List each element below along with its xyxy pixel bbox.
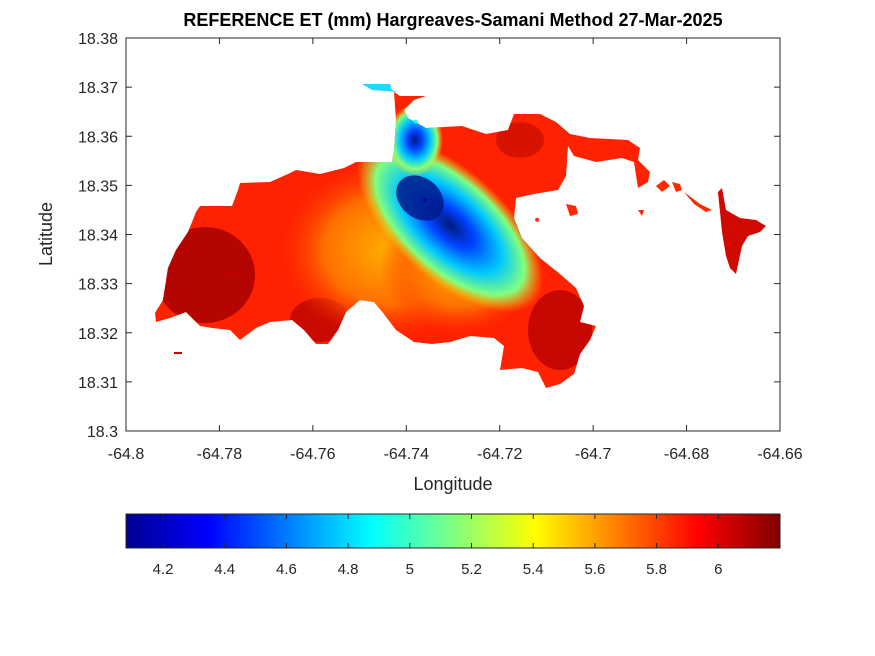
colorbar — [125, 513, 781, 549]
y-tick-label: 18.38 — [78, 31, 118, 48]
y-tick-label: 18.34 — [78, 228, 118, 245]
north-peninsula-land — [362, 84, 398, 92]
x-tick-label: -64.8 — [108, 446, 145, 463]
y-tick-label: 18.36 — [78, 129, 118, 146]
region-sample-point — [413, 119, 418, 124]
y-tick-label: 18.32 — [78, 326, 118, 343]
small-east-island — [566, 204, 578, 216]
minimum-core — [396, 175, 444, 221]
colorbar-tick-label: 5.2 — [461, 561, 482, 578]
colorbar-tick-label: 4.6 — [276, 561, 297, 578]
x-tick-label: -64.74 — [384, 446, 429, 463]
region-sample-point — [451, 330, 455, 335]
y-tick-label: 18.31 — [78, 375, 118, 392]
region-sample-point — [535, 217, 540, 222]
x-tick-label: -64.66 — [757, 446, 802, 463]
y-tick-label: 18.37 — [78, 80, 118, 97]
west-high-zone — [155, 227, 255, 323]
colorbar-ticks: 4.2 4.4 4.6 4.8 5 5.2 5.4 5.6 5.8 6 — [153, 514, 722, 578]
y-tick-label: 18.35 — [78, 178, 118, 195]
southeast-high-zone — [528, 290, 592, 370]
x-axis-label: Longitude — [413, 474, 492, 494]
colorbar-tick-label: 4.8 — [338, 561, 359, 578]
small-east-island — [656, 180, 670, 192]
x-tick-label: -64.68 — [664, 446, 709, 463]
y-tick-label: 18.3 — [87, 424, 118, 441]
region-sample-point — [329, 242, 334, 247]
small-east-island — [672, 182, 682, 192]
small-islet-land — [174, 352, 182, 354]
et-contour-fill — [155, 104, 592, 370]
colorbar-tick-label: 5.6 — [584, 561, 605, 578]
x-tick-label: -64.72 — [477, 446, 522, 463]
region-sample-point — [422, 198, 427, 203]
small-east-island — [638, 210, 644, 216]
x-tick-label: -64.78 — [197, 446, 242, 463]
colorbar-tick-label: 6 — [714, 561, 722, 578]
colorbar-tick-label: 5.8 — [646, 561, 667, 578]
y-tick-label: 18.33 — [78, 277, 118, 294]
x-tick-label: -64.7 — [575, 446, 612, 463]
region-sample-point — [231, 271, 236, 276]
et-map — [125, 37, 781, 432]
colorbar-tick-label: 5 — [406, 561, 414, 578]
y-axis: 18.3 18.31 18.32 18.33 18.34 18.35 18.36 18.37 1… — [78, 31, 780, 441]
x-axis: -64.8 -64.78 -64.76 -64.74 -64.72 -64.7 -64.68… — [108, 38, 803, 463]
northeast-high-zone — [496, 122, 544, 158]
colorbar-tick-label: 5.4 — [523, 561, 544, 578]
x-tick-label: -64.76 — [290, 446, 335, 463]
east-islet-land — [718, 188, 766, 274]
region-sample-point — [726, 242, 731, 247]
colorbar-tick-label: 4.2 — [153, 561, 174, 578]
y-axis-label: Latitude — [36, 202, 56, 266]
small-east-island — [684, 192, 712, 212]
colorbar-tick-label: 4.4 — [214, 561, 235, 578]
chart-title: REFERENCE ET (mm) Hargreaves-Samani Meth… — [183, 10, 722, 30]
